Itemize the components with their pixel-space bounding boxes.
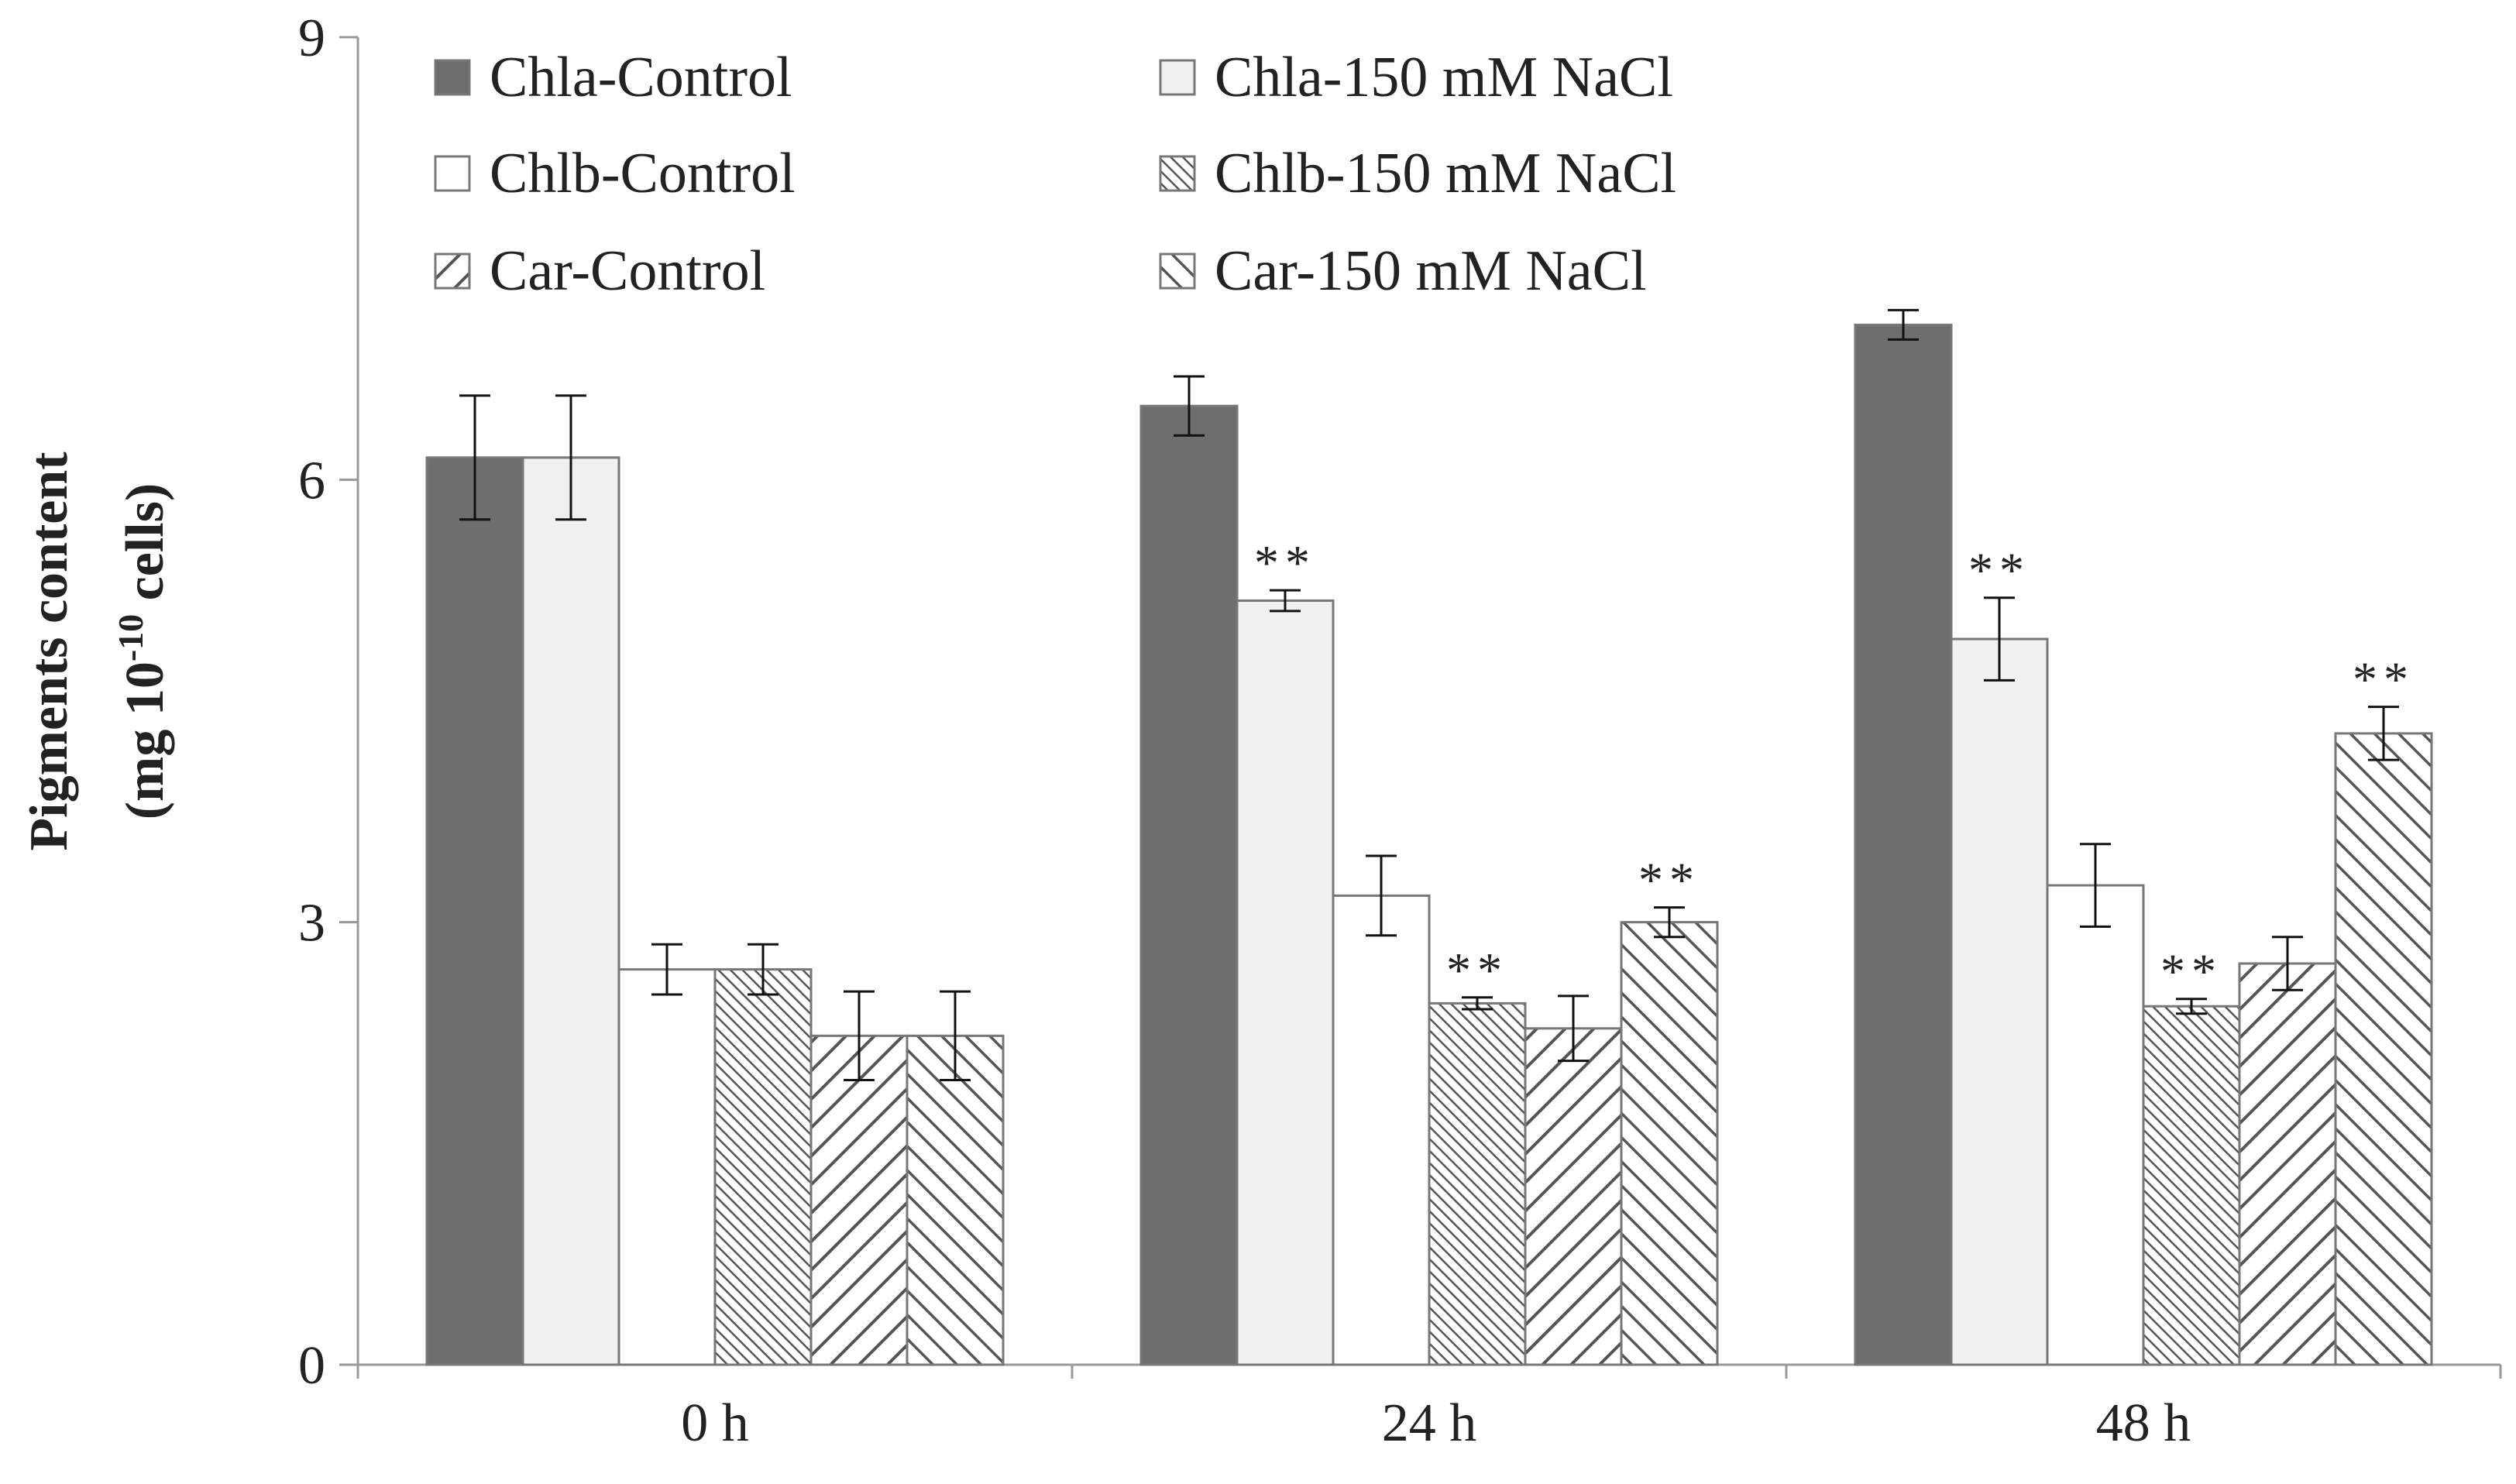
significance-mark: ** [1968,543,2030,598]
x-tick-label: 0 h [681,1393,749,1453]
bar [1332,894,1431,1366]
legend-label: Chlb-Control [490,142,796,205]
bar [1139,404,1239,1366]
bar [2142,1005,2241,1366]
legend-label: Car-Control [490,239,765,303]
y-axis-title: Pigments content (mg 10-10 cells) [19,452,175,850]
significance-mark: ** [2160,944,2222,999]
bar [2046,884,2145,1366]
legend-label: Chla-Control [490,46,792,109]
y-axis-unit-suffix: cells) [115,483,175,614]
x-tick-label: 48 h [2096,1393,2191,1453]
x-tick-label: 24 h [1382,1393,1477,1453]
bar [809,1034,909,1366]
y-axis-unit-exponent: -10 [111,614,150,661]
bar [1950,637,2049,1366]
y-tick-label: 9 [298,9,325,68]
y-tick-label: 0 [298,1336,325,1396]
bar [1428,1001,1527,1366]
bar [425,456,524,1366]
bar [1854,323,1953,1366]
y-axis-unit: (mg 10-10 cells) [111,483,175,820]
y-axis-label: Pigments content [19,452,79,850]
bar [1236,599,1335,1366]
significance-mark: ** [1254,535,1316,590]
bar [906,1034,1005,1366]
legend-swatch [434,155,471,192]
legend-swatch [1159,252,1196,290]
legend: Chla-Control Chla-150 mM NaCl Chlb-Control… [434,46,1676,303]
y-tick-label: 6 [298,451,325,510]
y-axis-unit-prefix: (mg 10 [115,661,175,819]
legend-swatch [434,252,471,290]
legend-swatch [1159,59,1196,96]
y-tick-label: 3 [298,894,325,953]
bars-group [425,323,2433,1366]
bar [713,968,813,1366]
bar [1620,921,1719,1366]
bar [2238,962,2337,1366]
error-bars-group [459,308,2399,1081]
bar [521,456,620,1366]
legend-label: Chla-150 mM NaCl [1215,46,1673,109]
legend-label: Car-150 mM NaCl [1215,239,1647,303]
axes: 0 3 6 9 0 h 24 h 48 h [298,9,2502,1453]
significance-marks-group: ** ** ** ** ** ** [1254,535,2415,999]
legend-swatch [434,59,471,96]
bar [2334,732,2433,1366]
bar [1524,1027,1623,1366]
legend-label: Chlb-150 mM NaCl [1215,142,1676,205]
significance-mark: ** [1446,943,1508,998]
significance-mark: ** [1638,853,1700,908]
bar [617,968,717,1366]
legend-swatch [1159,155,1196,192]
significance-mark: ** [2353,652,2415,707]
